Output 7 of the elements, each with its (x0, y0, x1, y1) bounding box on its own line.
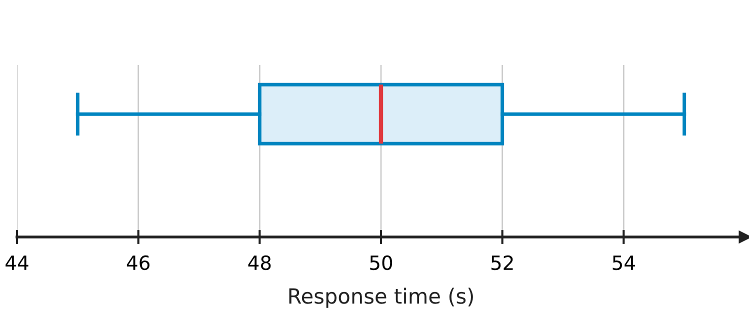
x-tick-label: 44 (6, 256, 28, 270)
x-tick-label: 46 (126, 255, 150, 270)
x-axis-title: Response time (s) (289, 288, 473, 308)
x-tick-label: 54 (612, 256, 635, 270)
x-tick-label: 52 (491, 255, 513, 270)
x-tick-label: 50 (370, 255, 392, 270)
x-tick-label: 48 (248, 255, 271, 270)
